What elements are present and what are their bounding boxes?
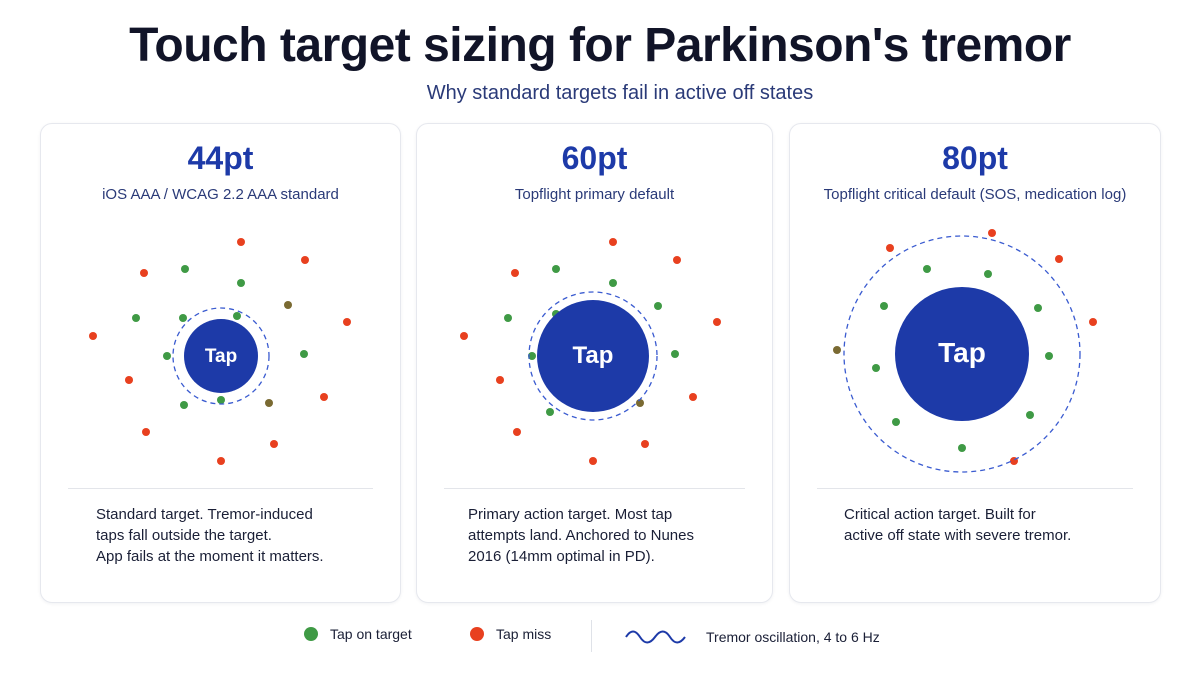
tap-miss <box>142 428 150 436</box>
card-divider <box>68 488 373 489</box>
tap-miss <box>217 457 225 465</box>
tap-target-button <box>895 287 1029 421</box>
tap-hit <box>132 314 140 322</box>
tap-miss <box>125 376 133 384</box>
red-dot-icon <box>470 627 484 641</box>
card-44pt: 44pt iOS AAA / WCAG 2.2 AAA standard <box>40 123 401 603</box>
tap-miss <box>589 457 597 465</box>
tap-miss <box>270 440 278 448</box>
tap-mixed <box>636 399 644 407</box>
tap-miss <box>641 440 649 448</box>
tap-target-label: Tap <box>205 346 237 367</box>
tap-miss <box>511 269 519 277</box>
tap-miss <box>1055 255 1063 263</box>
tap-miss <box>673 256 681 264</box>
card-description: Primary action target. Most tap attempts… <box>468 506 694 565</box>
target-diagram: Tap <box>89 238 351 465</box>
tap-target-label: Tap <box>573 342 614 369</box>
tap-hit <box>552 265 560 273</box>
tap-target-label: Tap <box>938 337 986 368</box>
tap-hit <box>179 314 187 322</box>
tap-hit <box>181 265 189 273</box>
tap-points <box>833 229 1097 465</box>
tap-hit <box>504 314 512 322</box>
card-description: Standard target. Tremor-induced taps fal… <box>96 506 324 565</box>
card-divider <box>817 488 1133 489</box>
tap-miss <box>496 376 504 384</box>
tap-points <box>89 238 351 465</box>
tap-hit <box>180 401 188 409</box>
tap-hit <box>654 302 662 310</box>
tap-hit <box>609 279 617 287</box>
tap-miss <box>89 332 97 340</box>
legend-miss-label: Tap miss <box>496 626 552 642</box>
card-60pt: 60pt Topflight primary default Tap <box>416 123 773 603</box>
tap-miss <box>513 428 521 436</box>
tap-miss <box>343 318 351 326</box>
card-80pt: 80pt Topflight critical default (SOS, me… <box>789 123 1161 603</box>
tap-miss <box>460 332 468 340</box>
card-size: 80pt <box>942 140 1008 176</box>
tap-hit <box>528 352 536 360</box>
tap-hit <box>671 350 679 358</box>
tremor-ring <box>843 235 1081 473</box>
card-label: iOS AAA / WCAG 2.2 AAA standard <box>102 186 339 203</box>
page-title: Touch target sizing for Parkinson's trem… <box>129 19 1071 72</box>
tap-hit <box>892 418 900 426</box>
tap-mixed <box>284 301 292 309</box>
target-diagram: Tap <box>460 238 721 465</box>
tap-mixed <box>265 399 273 407</box>
tap-hit <box>872 364 880 372</box>
tap-hit <box>163 352 171 360</box>
tap-miss <box>237 238 245 246</box>
sine-wave-icon <box>625 630 686 644</box>
tap-miss <box>689 393 697 401</box>
tap-miss <box>609 238 617 246</box>
tap-target-button <box>537 300 649 412</box>
card-label: Topflight critical default (SOS, medicat… <box>823 186 1127 203</box>
tap-miss <box>320 393 328 401</box>
tap-hit <box>546 408 554 416</box>
card-description: Critical action target. Built for active… <box>844 506 1072 544</box>
tap-hit <box>1026 411 1034 419</box>
green-dot-icon <box>304 627 318 641</box>
tap-miss <box>301 256 309 264</box>
card-size: 44pt <box>187 140 254 176</box>
card-divider <box>444 488 745 489</box>
tap-hit <box>984 270 992 278</box>
tap-hit <box>1045 352 1053 360</box>
tap-miss <box>886 244 894 252</box>
tap-miss <box>1089 318 1097 326</box>
legend-hit-label: Tap on target <box>330 626 412 642</box>
tap-hit <box>300 350 308 358</box>
legend-tremor: Tremor oscillation, 4 to 6 Hz <box>624 626 880 648</box>
tap-miss <box>140 269 148 277</box>
legend-hit: Tap on target <box>304 626 412 642</box>
tap-hit <box>958 444 966 452</box>
tap-target-button <box>184 319 258 393</box>
legend-separator <box>591 620 592 652</box>
tap-hit <box>923 265 931 273</box>
target-diagram: Tap <box>833 229 1097 473</box>
tap-hit <box>217 396 225 404</box>
tap-points <box>460 238 721 465</box>
card-size: 60pt <box>561 140 628 176</box>
tremor-ring <box>172 307 270 405</box>
tap-hit <box>1034 304 1042 312</box>
legend-miss: Tap miss <box>470 626 551 642</box>
tap-hit <box>237 279 245 287</box>
tremor-ring <box>528 291 658 421</box>
tap-mixed <box>833 346 841 354</box>
card-label: Topflight primary default <box>514 186 675 203</box>
tap-miss <box>988 229 996 237</box>
tap-hit <box>233 312 241 320</box>
tap-miss <box>713 318 721 326</box>
legend: Tap on target Tap miss Tremor oscillatio… <box>0 620 1200 652</box>
page-subtitle: Why standard targets fail in active off … <box>426 82 814 104</box>
legend-tremor-label: Tremor oscillation, 4 to 6 Hz <box>706 629 880 645</box>
tap-hit <box>880 302 888 310</box>
